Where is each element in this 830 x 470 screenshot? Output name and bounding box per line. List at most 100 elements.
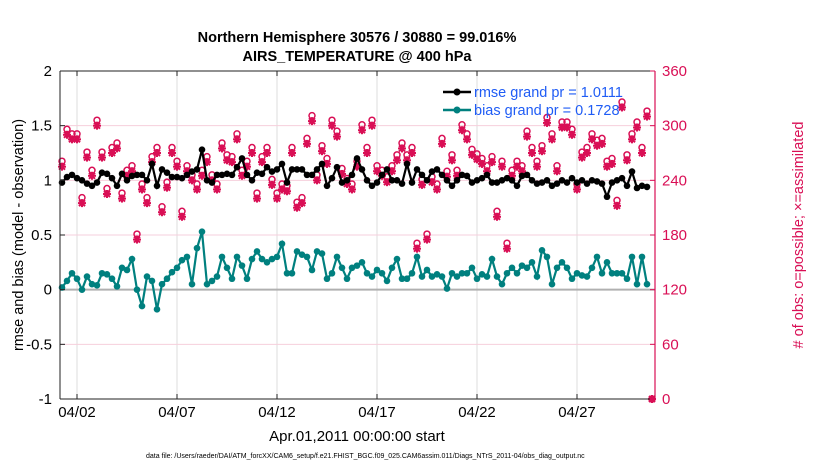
- bias-point: [598, 269, 606, 277]
- bias-point: [533, 273, 541, 280]
- obs-assimilated-stroke: [618, 103, 626, 112]
- bias-point: [583, 273, 591, 280]
- rmse-point: [93, 179, 101, 186]
- obs-assimilated-marker: [438, 139, 446, 148]
- obs-assimilated-stroke: [323, 160, 331, 168]
- rmse-point: [153, 182, 161, 190]
- bias-point: [238, 262, 246, 269]
- rmse-point: [213, 171, 221, 179]
- obs-assimilated-marker: [598, 139, 606, 148]
- rmse-point: [498, 177, 506, 184]
- rmse-point: [428, 168, 436, 175]
- rmse-point: [613, 177, 621, 184]
- rmse-point: [458, 171, 466, 179]
- bias-point: [368, 273, 376, 280]
- obs-assimilated-marker: [233, 135, 241, 144]
- bias-point: [88, 280, 96, 288]
- obs-assimilated-stroke: [568, 131, 576, 139]
- obs-assimilated-stroke: [358, 126, 366, 134]
- obs-assimilated-stroke: [523, 132, 531, 141]
- obs-assimilated-marker: [288, 149, 296, 157]
- bias-point: [413, 253, 421, 261]
- obs-assimilated-stroke: [133, 235, 141, 244]
- obs-assimilated-marker: [618, 103, 626, 112]
- rmse-point: [263, 163, 271, 171]
- obs-assimilated-stroke: [163, 183, 171, 192]
- obs-assimilated-marker: [323, 159, 331, 168]
- obs-assimilated-stroke: [613, 202, 621, 210]
- obs-assimilated-stroke: [88, 172, 96, 180]
- rmse-point: [178, 174, 186, 182]
- rmse-point: [268, 168, 276, 175]
- obs-assimilated-stroke: [428, 178, 436, 186]
- bias-point: [428, 273, 436, 280]
- obs-assimilated-marker: [73, 135, 81, 144]
- rmse-point: [148, 160, 156, 168]
- obs-assimilated-marker: [58, 162, 66, 171]
- bias-point: [548, 280, 556, 288]
- rmse-point: [108, 174, 116, 182]
- bias-point: [68, 269, 76, 277]
- obs-assimilated-marker: [328, 121, 336, 130]
- legend[interactable]: rmse grand pr = 1.0111 bias grand pr = 0…: [443, 85, 623, 119]
- x-tick-label: 04/12: [258, 404, 296, 421]
- obs-assimilated-marker: [163, 183, 171, 192]
- bias-point: [168, 268, 176, 276]
- rmse-point: [123, 177, 131, 184]
- obs-assimilated-marker: [418, 180, 426, 189]
- plot-area: [58, 98, 656, 403]
- bias-point: [323, 275, 331, 283]
- rmse-point: [583, 180, 591, 187]
- bias-point: [418, 273, 426, 280]
- obs-assimilated-stroke: [633, 123, 641, 132]
- rmse-point: [288, 166, 296, 173]
- obs-assimilated-stroke: [363, 149, 371, 157]
- rmse-point: [398, 180, 406, 187]
- bias-point: [338, 264, 346, 272]
- obs-assimilated-marker: [408, 149, 416, 157]
- rmse-point: [208, 179, 216, 186]
- obs-assimilated-marker: [118, 194, 126, 203]
- rmse-point: [68, 171, 76, 179]
- bias-point: [493, 273, 501, 280]
- rmse-point: [558, 177, 566, 184]
- obs-assimilated-stroke: [458, 126, 466, 134]
- axes: -1 -0.5 0 0.5 1 1.5 2 0 60 120 180 240 300 360 04/02 04…: [26, 63, 687, 421]
- obs-assimilated-marker: [213, 185, 221, 194]
- obs-assimilated-stroke: [478, 160, 486, 168]
- rmse-point: [303, 171, 311, 179]
- obs-assimilated-stroke: [193, 185, 201, 194]
- obs-assimilated-marker: [553, 167, 561, 176]
- rmse-point: [568, 174, 576, 182]
- legend-rmse-label: rmse grand pr = 1.0111: [474, 85, 623, 101]
- obs-assimilated-marker: [268, 180, 276, 189]
- rmse-point: [388, 177, 396, 184]
- obs-assimilated-stroke: [258, 158, 266, 166]
- rmse-point: [448, 182, 456, 190]
- bias-point: [278, 240, 286, 248]
- obs-assimilated-marker: [463, 135, 471, 144]
- bias-point: [628, 253, 636, 261]
- rmse-point: [203, 177, 211, 184]
- obs-assimilated-stroke: [168, 149, 176, 157]
- obs-assimilated-marker: [263, 149, 271, 157]
- bias-point: [558, 259, 566, 266]
- rmse-point: [523, 171, 531, 179]
- chart-title-line1: Northern Hemisphere 30576 / 30880 = 99.0…: [198, 30, 517, 46]
- rmse-point: [478, 174, 486, 182]
- obs-assimilated-marker: [493, 212, 501, 221]
- rmse-point: [593, 178, 601, 185]
- obs-assimilated-stroke: [528, 149, 536, 157]
- obs-assimilated-marker: [583, 149, 591, 157]
- obs-assimilated-marker: [303, 139, 311, 148]
- bias-point: [328, 269, 336, 277]
- y2-axis-label: # of obs: o=possible; ×=assimilated: [791, 122, 807, 349]
- bias-point: [518, 262, 526, 269]
- obs-assimilated-marker: [578, 153, 586, 162]
- rmse-point: [483, 171, 491, 179]
- obs-assimilated-stroke: [198, 172, 206, 180]
- obs-assimilated-marker: [318, 147, 326, 156]
- bias-point: [448, 269, 456, 277]
- obs-assimilated-stroke: [218, 144, 226, 153]
- obs-assimilated-marker: [478, 159, 486, 168]
